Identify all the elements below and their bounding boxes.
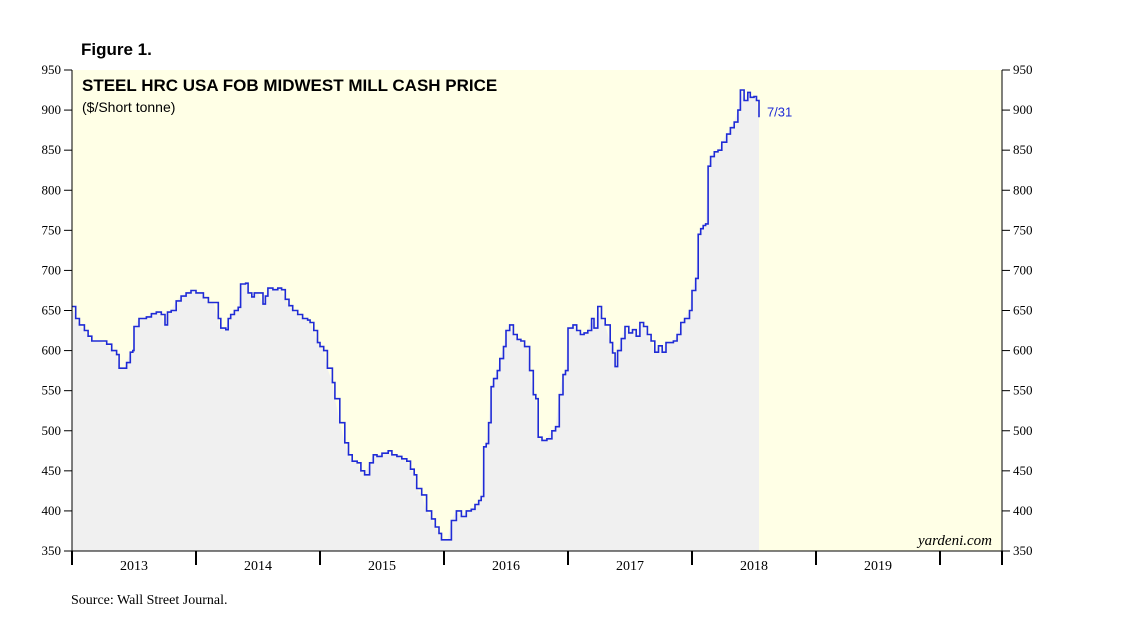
left-ytick-label: 450 [42, 463, 62, 478]
left-ytick-label: 650 [42, 303, 62, 318]
chart-title: STEEL HRC USA FOB MIDWEST MILL CASH PRIC… [82, 76, 497, 95]
x-year-label: 2014 [244, 559, 272, 574]
left-ytick-label: 350 [42, 543, 62, 558]
x-year-label: 2015 [368, 559, 396, 574]
right-ytick-label: 450 [1013, 463, 1033, 478]
right-ytick-label: 900 [1013, 102, 1033, 117]
right-ytick-label: 350 [1013, 543, 1033, 558]
right-ytick-label: 800 [1013, 182, 1033, 197]
x-year-label: 2013 [120, 559, 148, 574]
left-ytick-label: 950 [42, 62, 62, 77]
left-ytick-label: 400 [42, 503, 62, 518]
right-y-axis: 350 400 450 500 550 600 650 700 750 800 850 900 950 [1001, 62, 1033, 558]
left-ytick-label: 700 [42, 262, 62, 277]
x-year-label: 2016 [492, 559, 520, 574]
right-ytick-label: 500 [1013, 423, 1033, 438]
right-ytick-label: 400 [1013, 503, 1033, 518]
watermark: yardeni.com [916, 533, 992, 549]
left-y-axis: 350 400 450 500 550 600 650 700 750 800 850 900 950 [42, 62, 73, 558]
left-ytick-label: 750 [42, 222, 62, 237]
x-year-label: 2019 [864, 559, 892, 574]
end-date-label: 7/31 [767, 104, 792, 119]
price-area-layer [72, 90, 759, 551]
price-line-layer [72, 89, 760, 541]
price-line [72, 89, 760, 541]
price-area [72, 90, 759, 551]
chart-subtitle: ($/Short tonne) [82, 99, 175, 115]
x-year-label: 2017 [616, 559, 644, 574]
x-year-label: 2018 [740, 559, 768, 574]
left-ytick-label: 550 [42, 383, 62, 398]
figure-label: Figure 1. [81, 40, 152, 59]
left-ytick-label: 800 [42, 182, 62, 197]
right-ytick-label: 700 [1013, 262, 1033, 277]
left-ytick-label: 500 [42, 423, 62, 438]
left-ytick-label: 900 [42, 102, 62, 117]
right-ytick-label: 550 [1013, 383, 1033, 398]
right-ytick-label: 650 [1013, 303, 1033, 318]
left-ytick-label: 600 [42, 343, 62, 358]
right-ytick-label: 600 [1013, 343, 1033, 358]
right-ytick-label: 750 [1013, 222, 1033, 237]
x-axis: 2013 2014 2015 2016 2017 2018 2019 [64, 550, 1010, 574]
source-note: Source: Wall Street Journal. [71, 593, 228, 608]
right-ytick-label: 850 [1013, 142, 1033, 157]
left-ytick-label: 850 [42, 142, 62, 157]
right-ytick-label: 950 [1013, 62, 1033, 77]
